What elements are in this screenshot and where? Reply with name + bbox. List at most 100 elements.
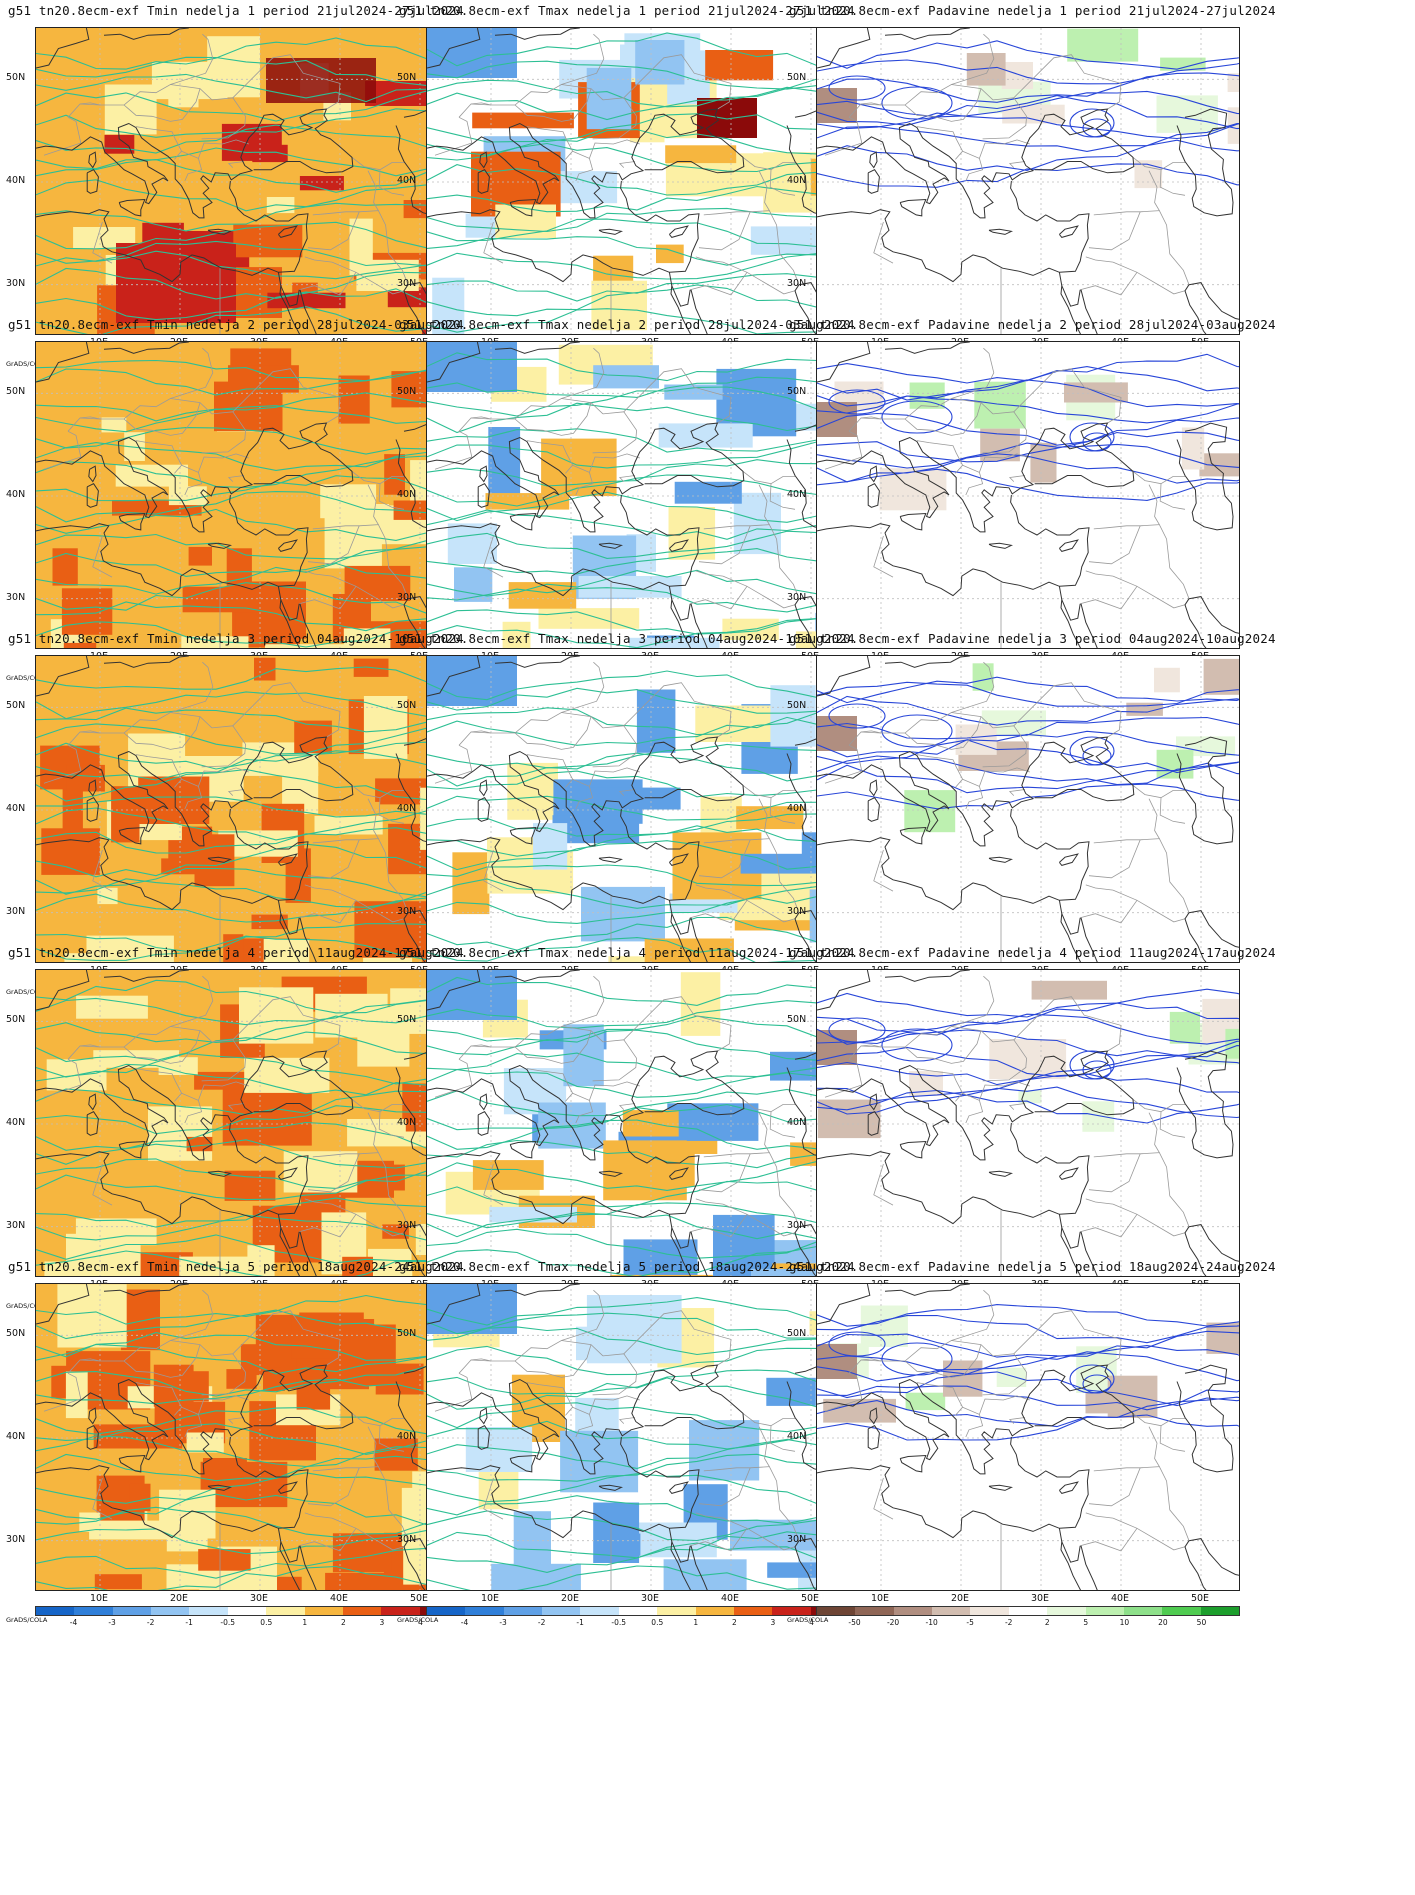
latitude-label: 50N bbox=[6, 700, 26, 712]
colorbar-tick-label: 2 bbox=[340, 1618, 346, 1627]
map-canvas bbox=[817, 656, 1239, 962]
colorbar-tick-label: 50 bbox=[1196, 1618, 1207, 1627]
latitude-label: 40N bbox=[787, 489, 807, 500]
latitude-label: 30N bbox=[6, 1533, 26, 1545]
map-frame bbox=[426, 969, 850, 1277]
colorbar-tick-label: 10 bbox=[1119, 1618, 1130, 1627]
contour-lines bbox=[427, 32, 849, 334]
graticule bbox=[36, 28, 458, 334]
colorbar-swatch bbox=[342, 1607, 382, 1615]
colorbar-swatch bbox=[1008, 1607, 1048, 1615]
contour-lines bbox=[427, 349, 849, 648]
colorbar-tick-label: -1 bbox=[185, 1618, 193, 1627]
contour-lines bbox=[427, 1297, 849, 1590]
country-borders bbox=[824, 33, 1190, 334]
map-frame bbox=[35, 969, 459, 1277]
latitude-label: 40N bbox=[397, 803, 417, 814]
panel-title: g51 tn20.8ecm-exf Tmax nedelja 3 period … bbox=[399, 631, 855, 646]
colorbar-tick-label: 0.5 bbox=[651, 1618, 664, 1627]
latitude-label: 30N bbox=[787, 1533, 807, 1545]
colorbar-tick-label: -20 bbox=[886, 1618, 900, 1627]
latitude-label: 50N bbox=[787, 1014, 807, 1026]
colorbar-swatch bbox=[695, 1607, 734, 1615]
latitude-label: 50N bbox=[787, 1328, 807, 1340]
country-borders bbox=[434, 661, 800, 962]
colorbar-swatch bbox=[1200, 1607, 1239, 1615]
colorbar-swatch bbox=[381, 1607, 420, 1615]
longitude-label: 30E bbox=[640, 1593, 660, 1604]
colorbar-tick-label: 2 bbox=[1044, 1618, 1050, 1627]
panel-title: g51 tn20.8ecm-exf Tmax nedelja 4 period … bbox=[399, 945, 855, 960]
country-borders bbox=[434, 1289, 800, 1590]
grads-credit: GrADS/COLA bbox=[6, 1302, 48, 1310]
country-borders bbox=[43, 1289, 409, 1590]
map-panel-tmin-week-2: g51 tn20.8ecm-exf Tmin nedelja 2 period … bbox=[0, 314, 471, 693]
latitude-label: 50N bbox=[397, 1328, 417, 1340]
latitude-label: 30N bbox=[397, 1219, 417, 1231]
panel-title: g51 tn20.8ecm-exf Padavine nedelja 4 per… bbox=[789, 945, 1276, 960]
colorbar-tick-label: 1 bbox=[693, 1618, 699, 1627]
colorbar-swatch bbox=[1123, 1607, 1163, 1615]
latitude-label: 40N bbox=[6, 175, 26, 186]
panel-title: g51 tn20.8ecm-exf Tmax nedelja 2 period … bbox=[399, 317, 855, 332]
latitude-label: 50N bbox=[397, 1014, 417, 1026]
colorbar-swatch bbox=[542, 1607, 581, 1615]
latitude-label: 50N bbox=[787, 386, 807, 398]
panel-title: g51 tn20.8ecm-exf Tmin nedelja 2 period … bbox=[8, 317, 464, 332]
map-panel-padavine-week-4: g51 tn20.8ecm-exf Padavine nedelja 4 per… bbox=[781, 942, 1276, 1321]
colorbar-swatch bbox=[189, 1607, 228, 1615]
colorbar-swatch bbox=[266, 1607, 305, 1615]
latitude-label: 40N bbox=[6, 803, 26, 814]
map-canvas bbox=[36, 656, 458, 962]
precip-colorbar bbox=[816, 1606, 1240, 1616]
map-panel-tmin-week-1: g51 tn20.8ecm-exf Tmin nedelja 1 period … bbox=[0, 0, 471, 379]
longitude-label: 10E bbox=[480, 1593, 500, 1604]
map-canvas bbox=[427, 342, 849, 648]
colorbar-swatch bbox=[1162, 1607, 1201, 1615]
map-panel-tmax-week-4: g51 tn20.8ecm-exf Tmax nedelja 4 period … bbox=[391, 942, 862, 1321]
colorbar-swatch bbox=[1085, 1607, 1124, 1615]
latitude-label: 30N bbox=[6, 277, 26, 289]
colorbar-swatch bbox=[817, 1607, 856, 1615]
colorbar-swatch bbox=[151, 1607, 190, 1615]
anomaly-fill bbox=[817, 342, 1239, 648]
latitude-label: 40N bbox=[397, 1117, 417, 1128]
grads-credit: GrADS/COLA bbox=[6, 674, 48, 682]
map-frame bbox=[816, 341, 1240, 649]
longitude-label: 50E bbox=[1190, 1593, 1210, 1604]
contour-lines bbox=[36, 37, 458, 334]
map-canvas bbox=[36, 342, 458, 648]
latitude-label: 40N bbox=[397, 1431, 417, 1442]
latitude-label: 30N bbox=[6, 1219, 26, 1231]
colorbar-tick-label: 1 bbox=[302, 1618, 308, 1627]
grads-credit: GrADS/COLA bbox=[787, 1616, 829, 1624]
panel-title: g51 tn20.8ecm-exf Tmin nedelja 1 period … bbox=[8, 3, 464, 18]
latitude-label: 30N bbox=[6, 905, 26, 917]
country-borders bbox=[824, 975, 1190, 1276]
colorbar-tick-label: -0.5 bbox=[611, 1618, 627, 1627]
country-borders bbox=[824, 661, 1190, 962]
colorbar-tick-label: 3 bbox=[770, 1618, 776, 1627]
colorbar-swatch bbox=[580, 1607, 619, 1615]
map-canvas bbox=[427, 28, 849, 334]
latitude-label: 30N bbox=[787, 277, 807, 289]
colorbar-swatch bbox=[855, 1607, 894, 1615]
longitude-label: 20E bbox=[169, 1593, 189, 1604]
latitude-label: 30N bbox=[397, 905, 417, 917]
grads-credit: GrADS/COLA bbox=[397, 1616, 439, 1624]
map-frame bbox=[816, 27, 1240, 335]
graticule bbox=[427, 28, 849, 334]
colorbar-tick-label: -0.5 bbox=[220, 1618, 236, 1627]
country-borders bbox=[43, 975, 409, 1276]
coastlines bbox=[427, 970, 849, 1276]
latitude-label: 40N bbox=[787, 1431, 807, 1442]
map-canvas bbox=[817, 1284, 1239, 1590]
map-panel-padavine-week-1: g51 tn20.8ecm-exf Padavine nedelja 1 per… bbox=[781, 0, 1276, 379]
longitude-label: 30E bbox=[1030, 1593, 1050, 1604]
grads-credit: GrADS/COLA bbox=[6, 360, 48, 368]
latitude-label: 40N bbox=[787, 175, 807, 186]
latitude-label: 50N bbox=[6, 1328, 26, 1340]
graticule bbox=[817, 656, 1239, 962]
map-frame bbox=[816, 1283, 1240, 1591]
